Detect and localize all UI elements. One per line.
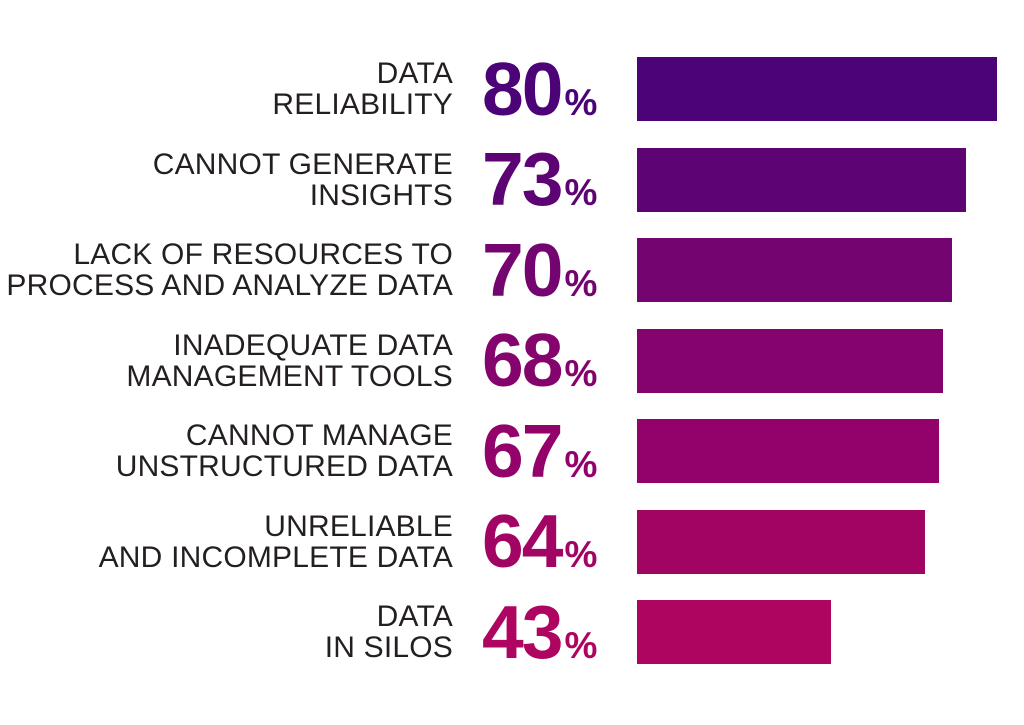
bar-row: CANNOT MANAGE UNSTRUCTURED DATA 67 % <box>0 406 1024 497</box>
bar-value-number: 70 <box>482 227 563 312</box>
bar <box>637 147 966 212</box>
bar-label-line2: MANAGEMENT TOOLS <box>126 359 453 393</box>
bar-value-number: 64 <box>482 499 563 584</box>
bar-label: DATA RELIABILITY <box>0 58 453 120</box>
bar-track <box>637 238 1024 303</box>
bar-label-line2: IN SILOS <box>324 631 453 665</box>
bar-label-line1: DATA <box>376 57 453 91</box>
bar-track <box>637 419 1024 484</box>
bar <box>637 238 952 303</box>
bar-label-line2: RELIABILITY <box>272 88 453 122</box>
percent-sign: % <box>564 262 598 304</box>
bar <box>637 419 939 484</box>
bar-track <box>637 147 1024 212</box>
bar-value: 64 % <box>453 504 637 579</box>
bar-label: DATA IN SILOS <box>0 601 453 663</box>
bar-row: UNRELIABLE AND INCOMPLETE DATA 64 % <box>0 497 1024 588</box>
percent-sign: % <box>564 534 598 576</box>
percent-sign: % <box>564 172 598 214</box>
bar-value: 80 % <box>453 46 637 131</box>
bar-label-line1: INADEQUATE DATA <box>173 328 453 362</box>
bar-value: 67 % <box>453 408 637 493</box>
bar-label-line1: UNRELIABLE <box>264 509 453 543</box>
bar-row: DATA IN SILOS 43 % <box>0 587 1024 678</box>
bar <box>637 57 997 122</box>
percent-sign: % <box>564 624 598 666</box>
bar-label-line2: AND INCOMPLETE DATA <box>98 540 453 574</box>
bar-value-number: 73 <box>482 137 563 222</box>
bar-row: LACK OF RESOURCES TO PROCESS AND ANALYZE… <box>0 225 1024 316</box>
percent-sign: % <box>564 353 598 395</box>
bar-track <box>637 509 1024 574</box>
bar-track <box>637 328 1024 393</box>
bar-label: CANNOT MANAGE UNSTRUCTURED DATA <box>0 420 453 482</box>
bar-value-number: 68 <box>482 318 563 403</box>
bar-row: INADEQUATE DATA MANAGEMENT TOOLS 68 % <box>0 316 1024 407</box>
bar-label: LACK OF RESOURCES TO PROCESS AND ANALYZE… <box>0 239 453 301</box>
percent-sign: % <box>564 81 598 123</box>
bar-label-line1: CANNOT MANAGE <box>185 419 453 453</box>
bar-label-line1: LACK OF RESOURCES TO <box>73 238 453 272</box>
bar <box>637 600 831 665</box>
bar-label: UNRELIABLE AND INCOMPLETE DATA <box>0 511 453 573</box>
bar-value: 68 % <box>453 323 637 398</box>
bar-label-line2: INSIGHTS <box>309 178 453 212</box>
bar-label: INADEQUATE DATA MANAGEMENT TOOLS <box>0 330 453 392</box>
bar-value-number: 67 <box>482 408 563 493</box>
bar-label: CANNOT GENERATE INSIGHTS <box>0 149 453 211</box>
bar-value-number: 80 <box>482 46 563 131</box>
bar-label-line2: PROCESS AND ANALYZE DATA <box>6 269 453 303</box>
bar-label-line2: UNSTRUCTURED DATA <box>115 450 453 484</box>
bar-track <box>637 57 1024 122</box>
bar-label-line1: CANNOT GENERATE <box>152 147 453 181</box>
bar <box>637 328 943 393</box>
bar-value-number: 43 <box>482 589 563 674</box>
bar-label-line1: DATA <box>376 600 453 634</box>
bar-value: 73 % <box>453 142 637 217</box>
bar <box>637 509 925 574</box>
bar-row: CANNOT GENERATE INSIGHTS 73 % <box>0 135 1024 226</box>
bar-value: 70 % <box>453 227 637 312</box>
percent-sign: % <box>564 443 598 485</box>
bar-row: DATA RELIABILITY 80 % <box>0 44 1024 135</box>
bar-value: 43 % <box>453 589 637 674</box>
bar-track <box>637 600 1024 665</box>
